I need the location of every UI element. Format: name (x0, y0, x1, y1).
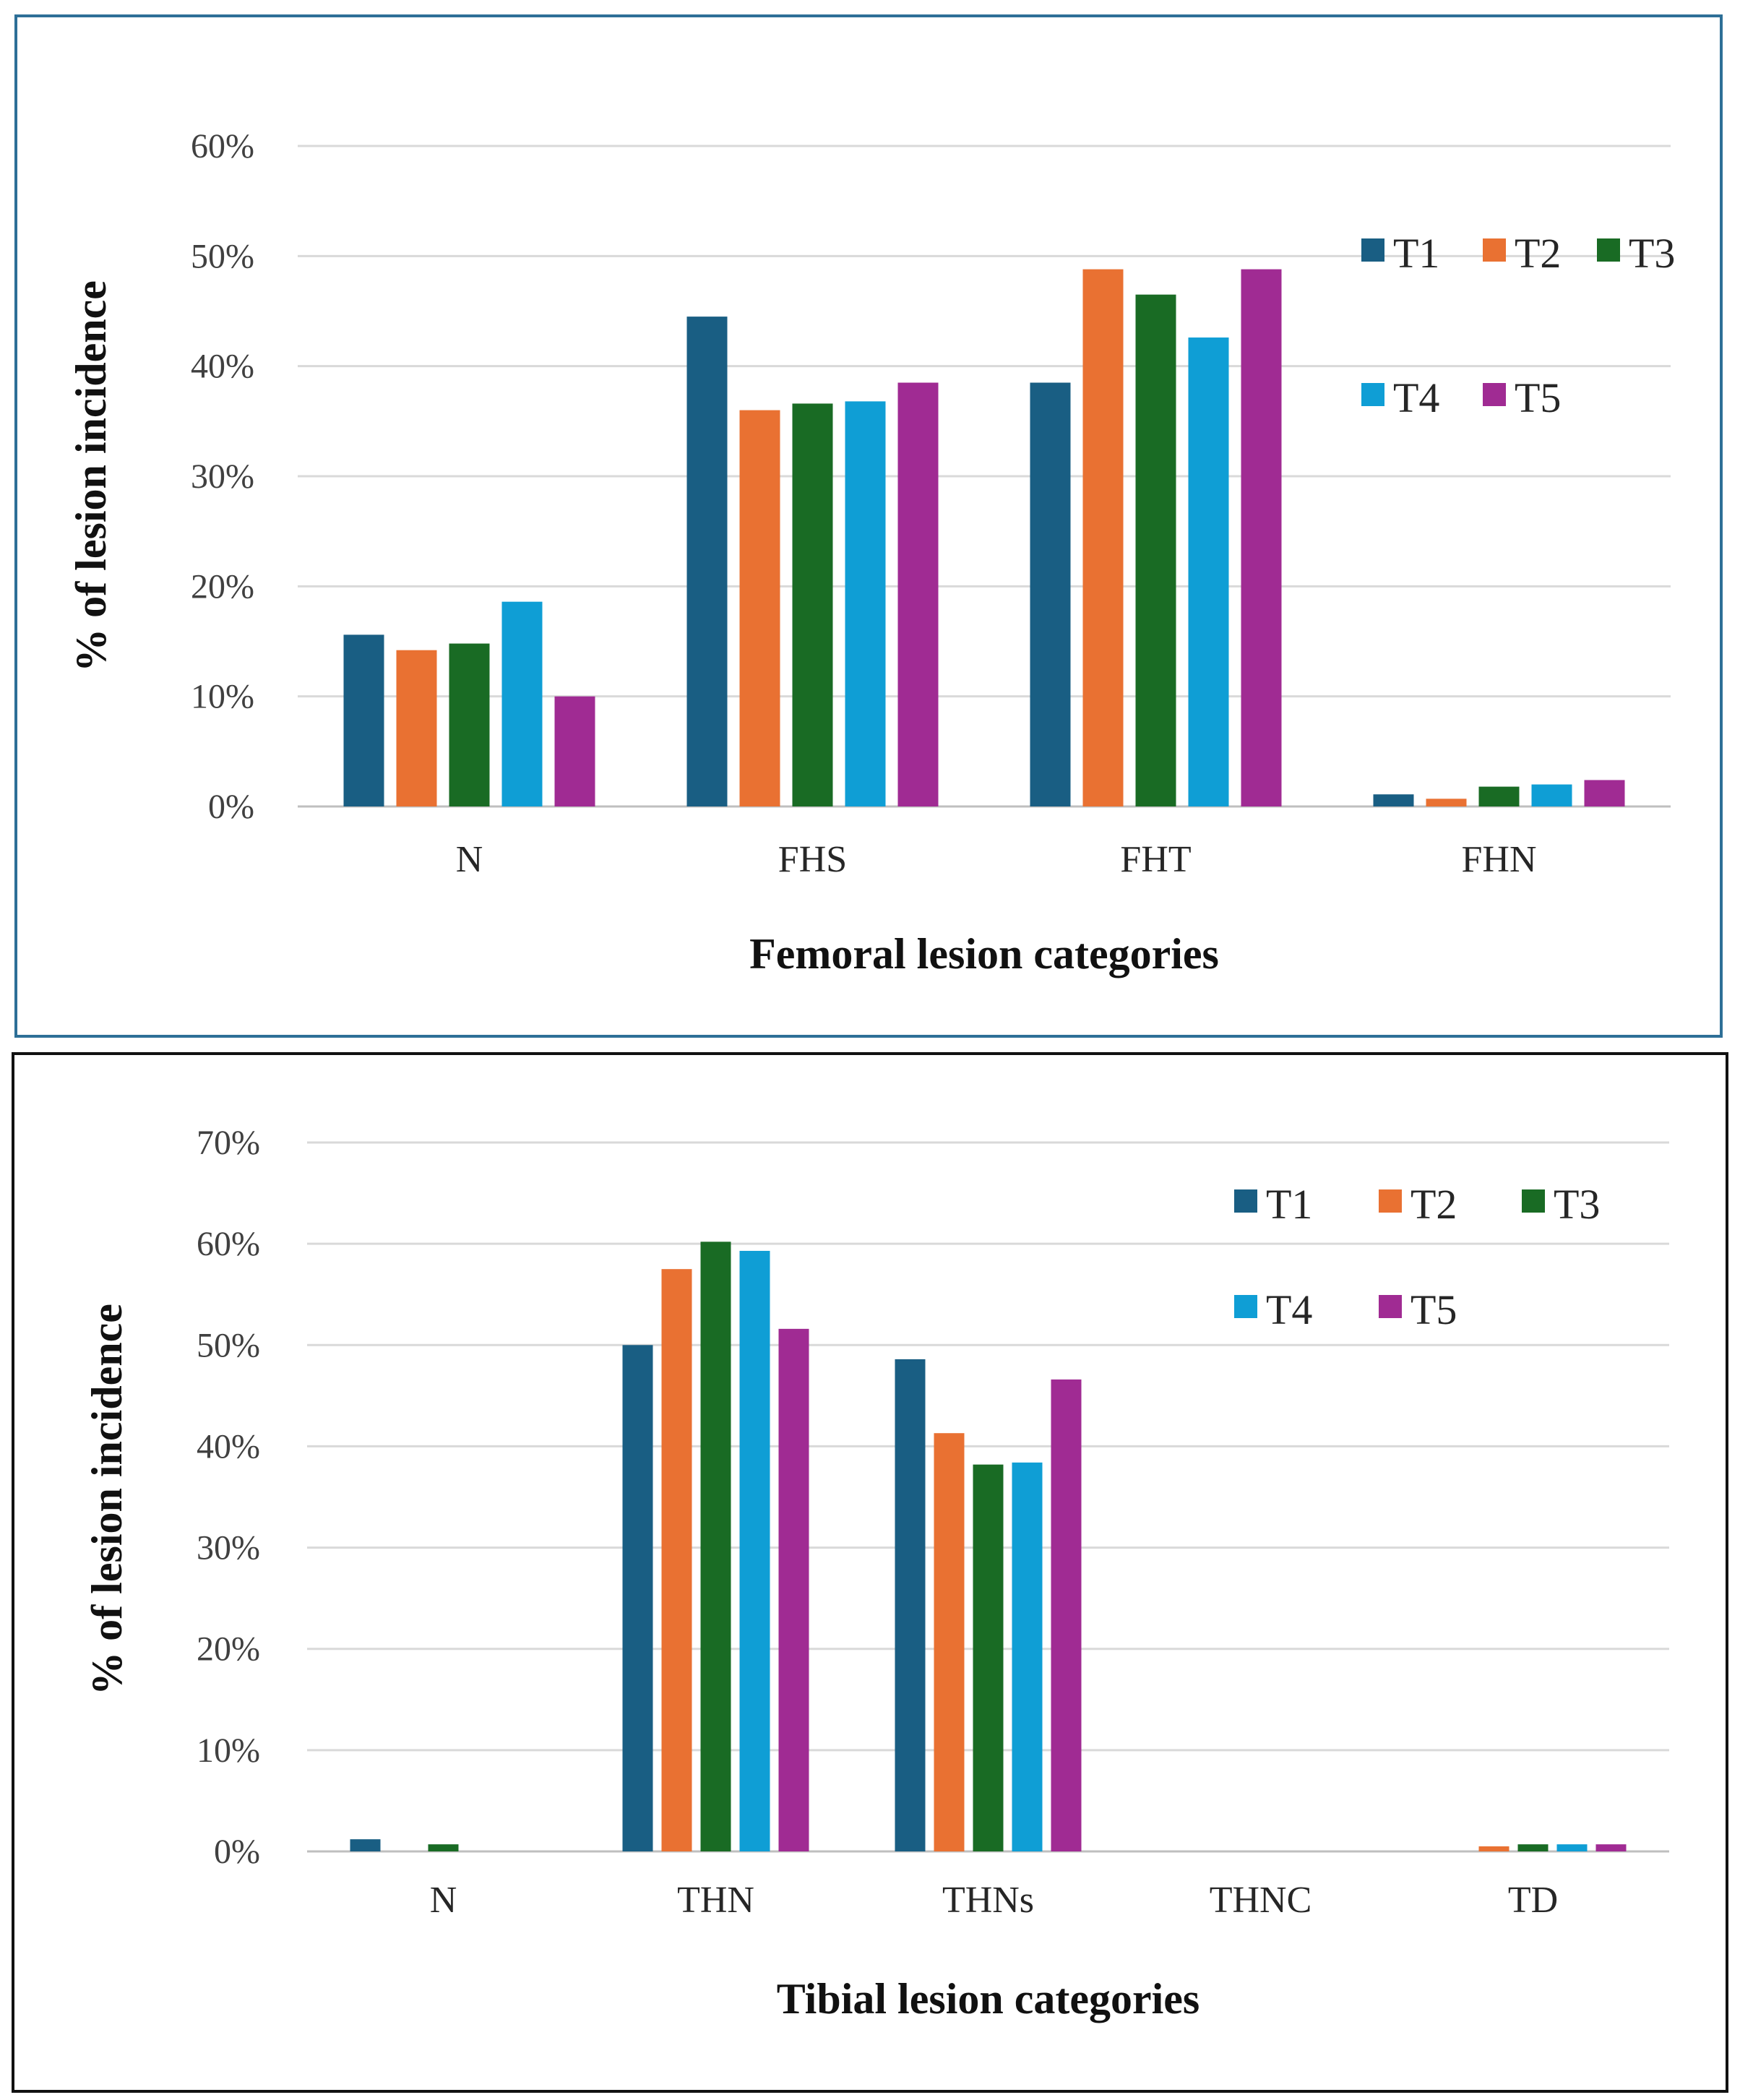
tibial-y-axis-title: % of lesion incidence (83, 1304, 131, 1695)
tibial-bar-td-t5 (1595, 1844, 1627, 1851)
tibial-bar-thns-t5 (1051, 1379, 1082, 1851)
femoral-bar-fhs-t2 (739, 410, 780, 806)
femoral-bar-fhs-t1 (686, 317, 728, 806)
femoral-legend-label-t1: T1 (1393, 230, 1439, 277)
femoral-legend-swatch-t5 (1483, 383, 1506, 406)
tibial-category-label: THNs (942, 1880, 1034, 1921)
femoral-bar-fhn-t3 (1478, 786, 1520, 806)
tibial-legend-label-t5: T5 (1410, 1286, 1457, 1333)
femoral-bar-fhs-t3 (792, 403, 833, 806)
tibial-category-label: THNC (1210, 1880, 1312, 1921)
femoral-bar-fht-t5 (1241, 269, 1282, 806)
tibial-bar-thn-t1 (622, 1345, 653, 1851)
femoral-bar-n-t4 (501, 601, 543, 806)
femoral-category-label: FHN (1461, 839, 1536, 880)
tibial-y-tick-label: 70% (197, 1124, 260, 1162)
tibial-bar-td-t2 (1478, 1846, 1509, 1851)
femoral-bar-fhn-t1 (1373, 794, 1414, 806)
tibial-y-tick-label: 0% (214, 1833, 260, 1871)
femoral-bar-fhs-t5 (897, 382, 939, 806)
femoral-y-tick-label: 60% (191, 127, 254, 165)
tibial-y-tick-label: 60% (197, 1225, 260, 1263)
tibial-category-label: TD (1508, 1880, 1558, 1921)
tibial-chart-panel: 0% 10% 20% 30% 40% 50% 60% 70% N THN THNs THNC TD Tib… (12, 1052, 1728, 2093)
femoral-legend-label-t5: T5 (1515, 374, 1561, 421)
femoral-bar-fht-t3 (1135, 294, 1176, 806)
tibial-legend-swatch-t5 (1379, 1295, 1402, 1318)
femoral-bar-fht-t1 (1030, 382, 1071, 806)
tibial-legend-swatch-t2 (1379, 1189, 1402, 1213)
tibial-category-label: THN (677, 1880, 754, 1921)
femoral-category-label: N (456, 839, 483, 880)
tibial-bar-thns-t3 (973, 1464, 1004, 1851)
femoral-legend-swatch-t3 (1597, 238, 1620, 262)
tibial-bar-thns-t1 (895, 1359, 926, 1851)
tibial-x-axis-title: Tibial lesion categories (777, 1975, 1200, 2023)
tibial-bar-thns-t4 (1012, 1462, 1043, 1851)
femoral-chart-panel: 0% 10% 20% 30% 40% 50% 60% N FHS FHT FHN Femoral le… (14, 14, 1723, 1038)
tibial-bar-thn-t3 (700, 1242, 731, 1851)
femoral-bar-fhn-t4 (1531, 784, 1572, 806)
tibial-legend-label-t1: T1 (1266, 1181, 1312, 1228)
tibial-chart: 0% 10% 20% 30% 40% 50% 60% 70% N THN THNs THNC TD Tib… (83, 1124, 1669, 2023)
femoral-y-tick-label: 20% (191, 567, 254, 606)
femoral-chart: 0% 10% 20% 30% 40% 50% 60% N FHS FHT FHN Femoral le… (67, 127, 1675, 978)
tibial-y-tick-label: 40% (197, 1427, 260, 1466)
femoral-bar-n-t5 (554, 696, 595, 806)
tibial-legend-label-t2: T2 (1410, 1181, 1457, 1228)
femoral-category-label: FHT (1120, 839, 1191, 880)
tibial-legend-swatch-t3 (1522, 1189, 1545, 1213)
tibial-legend-label-t4: T4 (1266, 1286, 1312, 1333)
femoral-bar-n-t2 (396, 650, 437, 806)
femoral-x-axis-title: Femoral lesion categories (749, 930, 1219, 978)
tibial-category-label: N (430, 1880, 457, 1921)
femoral-bar-fhs-t4 (845, 401, 886, 806)
tibial-bar-td-t4 (1556, 1844, 1588, 1851)
femoral-y-tick-label: 50% (191, 237, 254, 275)
tibial-bar-thn-t4 (739, 1250, 770, 1851)
tibial-bar-td-t3 (1517, 1844, 1549, 1851)
femoral-category-label: FHS (778, 839, 847, 880)
tibial-bar-thns-t2 (934, 1433, 965, 1851)
tibial-y-tick-label: 10% (197, 1731, 260, 1770)
tibial-legend-swatch-t1 (1234, 1189, 1257, 1213)
femoral-legend-swatch-t4 (1361, 383, 1384, 406)
tibial-legend-swatch-t4 (1234, 1295, 1257, 1318)
tibial-bar-thn-t5 (778, 1328, 809, 1851)
femoral-bar-fhn-t5 (1584, 780, 1625, 806)
femoral-y-tick-label: 0% (208, 788, 254, 826)
femoral-y-tick-label: 30% (191, 457, 254, 496)
femoral-legend-label-t4: T4 (1393, 374, 1439, 421)
tibial-y-tick-label: 20% (197, 1630, 260, 1669)
tibial-bar-n-t1 (350, 1839, 381, 1851)
tibial-y-tick-label: 50% (197, 1326, 260, 1364)
tibial-bar-n-t3 (428, 1844, 459, 1851)
femoral-legend-swatch-t1 (1361, 238, 1384, 262)
femoral-legend-label-t3: T3 (1629, 230, 1675, 277)
femoral-y-tick-label: 10% (191, 678, 254, 716)
femoral-legend-swatch-t2 (1483, 238, 1506, 262)
tibial-legend-label-t3: T3 (1554, 1181, 1600, 1228)
femoral-bar-fht-t2 (1082, 269, 1124, 806)
femoral-y-tick-label: 40% (191, 348, 254, 386)
femoral-bar-n-t3 (449, 643, 490, 806)
femoral-bar-n-t1 (343, 634, 384, 806)
femoral-bar-fhn-t2 (1426, 799, 1467, 806)
femoral-bar-fht-t4 (1188, 337, 1229, 806)
tibial-y-tick-label: 30% (197, 1529, 260, 1567)
tibial-bar-thn-t2 (661, 1269, 692, 1851)
femoral-legend-label-t2: T2 (1515, 230, 1561, 277)
femoral-y-axis-title: % of lesion incidence (67, 280, 115, 672)
